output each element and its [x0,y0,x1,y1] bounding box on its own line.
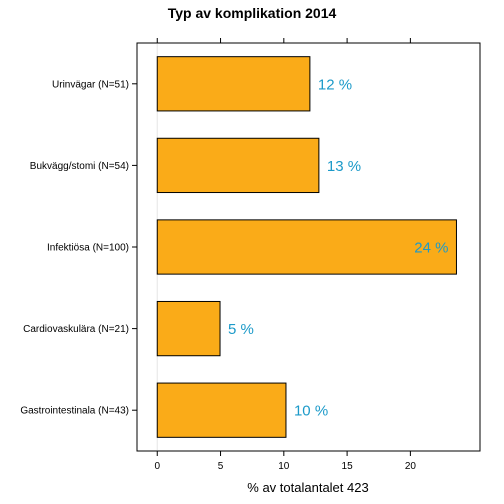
x-tick-label-1: 5 [218,461,224,472]
x-tick-label-4: 20 [405,461,417,472]
x-tick-label-0: 0 [154,461,160,472]
bar-0 [156,56,311,112]
x-tick-label-3: 15 [342,461,354,472]
data-label-3: 5 % [228,321,254,338]
x-ticks-group: 0 5 10 15 20 [154,38,416,472]
data-label-1: 13 % [327,158,361,175]
x-tick-label-2: 10 [278,461,290,472]
category-label-0: Urinvägar (N=51) [52,79,129,90]
bar-3 [156,300,221,357]
data-label-0: 12 % [318,76,352,93]
chart-title: Typ av komplikation 2014 [168,5,337,21]
data-label-2: 24 % [414,240,448,257]
category-label-1: Bukvägg/stomi (N=54) [30,161,129,172]
category-label-3: Cardiovaskulära (N=21) [23,324,129,335]
category-labels-group: Urinvägar (N=51) Bukvägg/stomi (N=54) Infe… [20,79,137,417]
category-label-4: Gastrointestinala (N=43) [20,406,129,417]
category-label-2: Infektiösa (N=100) [47,243,129,254]
bar-2 [156,219,457,275]
x-axis-label: % av totalantalet 423 [247,480,368,495]
data-label-4: 10 % [294,403,328,420]
bar-1 [156,137,320,194]
bars-group: 12 % 13 % 24 % 5 % 10 % [156,56,457,438]
bar-4 [156,382,287,438]
